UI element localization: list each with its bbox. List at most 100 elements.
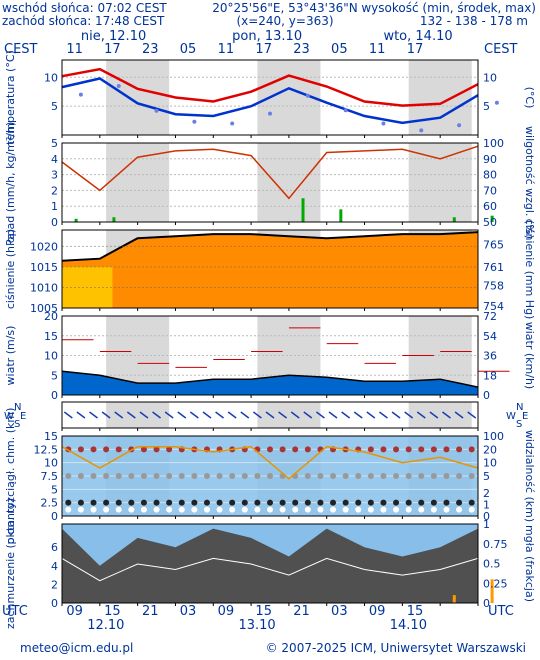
coords-text: 20°25'56"E, 53°43'36"N [212,1,357,15]
day-label-top: wto, 14.10 [383,29,452,44]
night-band [408,60,472,135]
cloud-layer-dot [229,499,236,506]
wind-direction-arrow [101,411,111,419]
y-tick-right: 70 [483,184,497,197]
wind-direction-arrow [442,411,451,419]
pressure-area [62,232,478,308]
cloud-layer-dot [77,506,84,513]
grid-text: (x=240, y=363) [236,14,333,28]
cloud-layer-dot [393,506,400,513]
wind-speed-area [62,371,478,395]
footer-email[interactable]: meteo@icm.edu.pl [20,641,133,655]
cloud-layer-dot [216,506,223,513]
y-tick-right: 1 [483,498,490,511]
sunset-text: zachód słońca: 17:48 CEST [2,14,165,28]
cloud-layer-dot [178,473,185,479]
panel-border [61,59,479,136]
y-tick-right: 100 [483,137,504,150]
cloud-layer-dot [456,506,463,513]
temperature-spread-point [343,108,348,113]
cloud-layer-dot [229,473,236,479]
cloud-layer-dot [304,499,311,506]
hour-label-bottom: 21 [142,604,159,619]
cloud-layer-dot [140,506,147,513]
y-tick-left: 1 [51,200,58,213]
y-axis-title-left: opad (mm/h, kg/m²/h) [4,122,17,243]
cloud-layer-dot [77,473,84,479]
wind-direction-arrow [227,411,237,419]
wind-direction-arrow [265,411,275,419]
wind-direction-arrow [164,411,174,419]
cloud-layer-dot [317,506,324,513]
wind-direction-arrow [215,411,225,419]
y-tick-right: 754 [483,300,504,313]
cloud-layer-dot [128,506,135,513]
temperature-spread-point [116,83,121,88]
humidity-line [61,145,479,200]
cloud-layer-dot [203,473,210,479]
y-tick-right: 765 [483,238,504,251]
y-tick-left: 2 [51,184,58,197]
timezone-left: CEST [4,42,38,57]
cloud-layer-dot [468,446,475,453]
y-tick-left: 10 [44,71,58,84]
y-tick-left: 3 [51,169,58,182]
wind-direction-arrow [202,411,212,419]
wind-direction-arrow [429,411,439,419]
temperature-line [61,67,479,107]
day-label-top: pon, 13.10 [232,29,302,44]
hour-label-top: 23 [142,42,159,57]
hour-label-top: 05 [331,42,348,57]
night-band [257,143,321,222]
cloud-layer-dot [393,446,400,453]
compass-w-left: W [4,411,14,422]
cloud-layer-dot [380,446,387,453]
cloud-layer-dot [65,499,72,506]
y-tick-right: 0.75 [483,538,508,551]
y-axis-title-right: wiatr (km/h) [523,322,536,389]
temperature-spread-point [457,123,462,128]
wind-direction-arrow [126,411,136,419]
fog-bar [490,579,494,603]
cloud-layer-dot [90,473,97,479]
hour-label-top: 05 [180,42,197,57]
y-axis-title-left: zachmurzenie (oktanty) [4,498,17,629]
wind-direction-arrow [177,411,187,419]
day-labels-bottom: 12.10 13.10 14.10 [87,618,427,633]
y-tick-left: 4 [51,153,58,166]
cloud-layer-dot [468,499,475,506]
cloud-layer-dot [140,446,147,453]
y-tick-right: 18 [483,369,497,382]
precip-bar [339,209,343,222]
hour-label-top: 17 [407,42,424,57]
wind-direction-arrow [63,411,73,419]
hour-label-bottom: 15 [255,604,272,619]
wind-speed-line [61,370,479,388]
y-tick-left: 1020 [30,240,58,253]
wind-direction-arrow [315,411,325,419]
cloud-layer-dot [65,473,72,479]
cloud-layer-dot [267,506,273,513]
panel-border [61,401,479,429]
cloud-layer-dot [292,499,299,506]
y-tick-left: 15 [44,330,58,343]
hour-label-top: 23 [293,42,310,57]
precip-bar [490,215,494,222]
cloud-layer-dot [103,473,110,479]
cloud-layer-dot [330,473,337,479]
cloud-layer-dot [405,446,412,453]
y-axis-title-left: temperatura (°C) [4,50,17,145]
height-values: 132 - 138 - 178 m [420,14,528,28]
cloud-layer-dot [443,446,450,453]
cloud-layer-dot [191,499,198,506]
y-tick-left: 0 [51,389,58,402]
cloud-layer-dot [342,506,349,513]
cloud-layer-dot [456,499,463,506]
night-band [106,60,170,135]
cloud-layer-dot [304,506,311,513]
cloud-layer-dot [153,473,160,479]
hour-label-bottom: 15 [407,604,424,619]
y-tick-left: 2 [51,578,58,591]
compass-n-right: N [516,402,523,413]
y-tick-right: 0 [483,510,490,523]
